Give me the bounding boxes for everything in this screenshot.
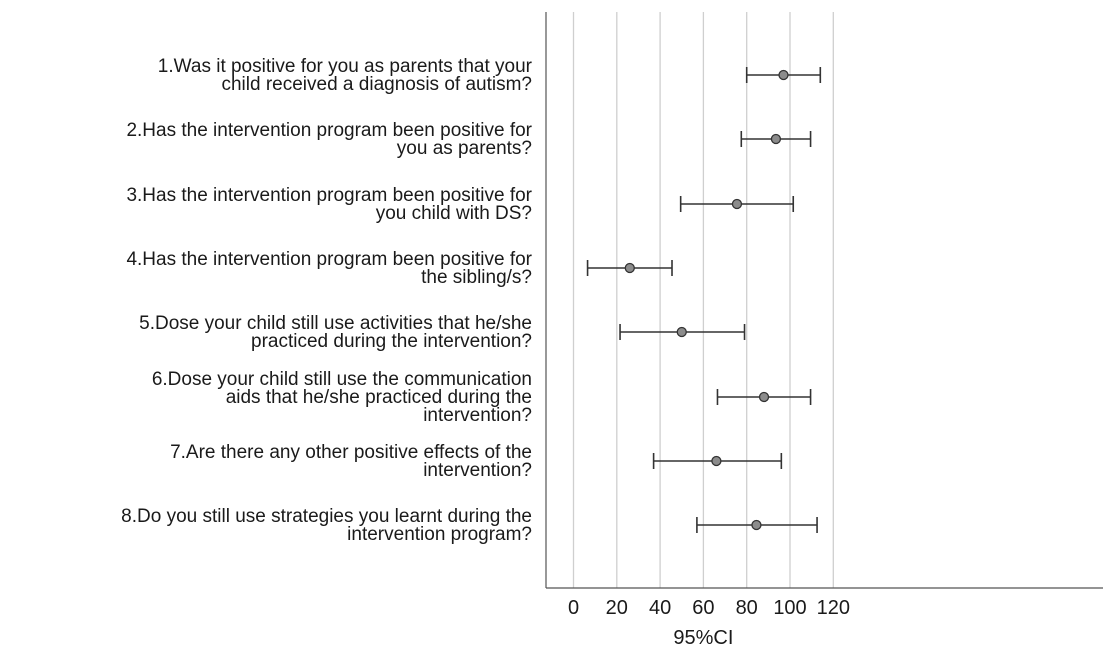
ci-row-2 <box>740 131 812 147</box>
question-label-1: 1.Was it positive for you as parents tha… <box>158 56 533 95</box>
question-label-line: 3.Has the intervention program been posi… <box>126 185 532 206</box>
gridlines <box>572 12 834 588</box>
ci-row-7 <box>652 453 783 469</box>
ci-row-4 <box>586 260 673 276</box>
question-label-3: 3.Has the intervention program been posi… <box>126 185 532 224</box>
question-label-line: 2.Has the intervention program been posi… <box>126 120 532 141</box>
question-label-2: 2.Has the intervention program been posi… <box>126 120 532 159</box>
question-label-4: 4.Has the intervention program been posi… <box>126 249 532 288</box>
mean-point <box>758 391 770 403</box>
mean-point <box>751 519 762 531</box>
mean-point <box>770 133 782 145</box>
mean-point <box>624 262 635 274</box>
question-label-6: 6.Dose your child still use the communic… <box>152 369 532 426</box>
question-label-8: 8.Do you still use strategies you learnt… <box>121 506 532 545</box>
x-tick-label-0: 0 <box>568 597 579 619</box>
x-tick-label-120: 120 <box>817 597 850 619</box>
x-axis-title: 95%CI <box>673 627 733 649</box>
question-label-line: aids that he/she practiced during the <box>226 387 532 408</box>
question-label-line: 4.Has the intervention program been posi… <box>126 249 532 270</box>
question-label-line: intervention? <box>423 405 532 426</box>
x-tick-label-40: 40 <box>649 597 671 619</box>
mean-point <box>731 198 743 210</box>
question-label-line: 8.Do you still use strategies you learnt… <box>121 506 532 527</box>
mean-point <box>676 326 687 338</box>
mean-point <box>778 69 789 81</box>
mean-point <box>711 455 722 467</box>
ci-row-1 <box>745 67 822 83</box>
ci-row-6 <box>716 389 812 405</box>
x-tick-label-60: 60 <box>692 597 714 619</box>
x-tick-label-100: 100 <box>773 597 806 619</box>
question-label-line: intervention? <box>423 460 532 481</box>
question-label-line: the sibling/s? <box>421 267 532 288</box>
question-label-line: you as parents? <box>397 138 532 159</box>
question-label-5: 5.Dose your child still use activities t… <box>139 313 532 352</box>
question-label-line: 6.Dose your child still use the communic… <box>152 369 532 390</box>
x-tick-label-80: 80 <box>736 597 758 619</box>
ci-row-5 <box>619 324 746 340</box>
x-tick-labels: 0 20 40 60 80 100 120 <box>568 597 850 619</box>
question-label-line: you child with DS? <box>376 203 532 224</box>
question-label-7: 7.Are there any other positive effects o… <box>170 442 532 481</box>
question-label-line: 5.Dose your child still use activities t… <box>139 313 532 334</box>
ci-row-3 <box>679 196 795 212</box>
ci-series <box>586 67 822 533</box>
question-label-line: child received a diagnosis of autism? <box>221 74 532 95</box>
axes <box>545 12 1103 589</box>
x-tick-label-20: 20 <box>606 597 628 619</box>
question-label-line: 1.Was it positive for you as parents tha… <box>158 56 533 77</box>
question-label-line: practiced during the intervention? <box>251 331 532 352</box>
question-label-line: intervention program? <box>347 524 532 545</box>
ci-row-8 <box>696 517 818 533</box>
question-label-line: 7.Are there any other positive effects o… <box>170 442 532 463</box>
question-labels: 1.Was it positive for you as parents tha… <box>121 56 533 545</box>
